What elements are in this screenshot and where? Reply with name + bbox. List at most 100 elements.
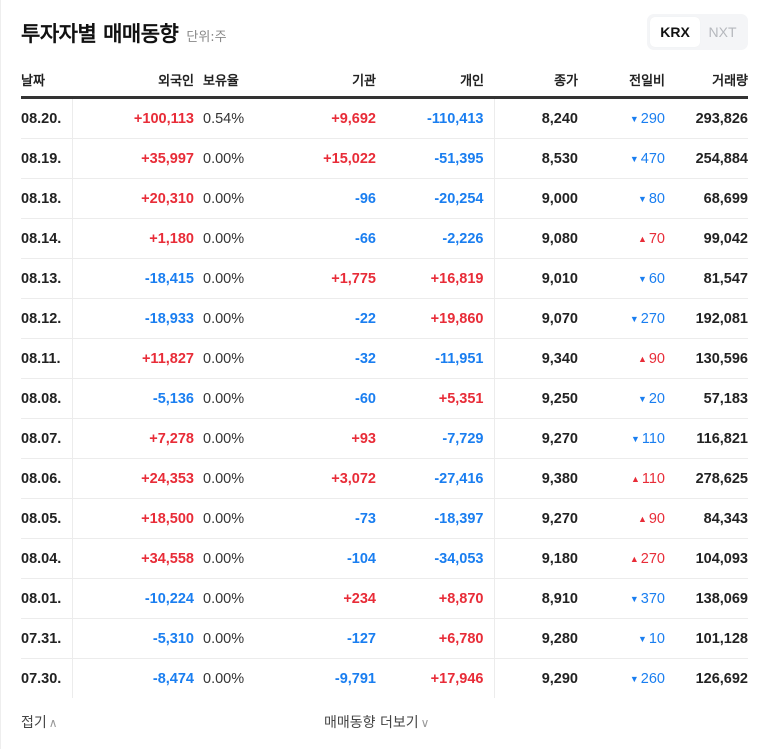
table-row: 08.04. +34,558 0.00% -104 -34,053 9,180 ▲ 270 10… — [21, 538, 748, 579]
table-footer: 접기 ∧ 매매동향 더보기 ∨ — [21, 710, 748, 734]
nxt-tab[interactable]: NXT — [708, 24, 737, 40]
up-triangle-icon: ▲ — [629, 553, 639, 564]
table-row: 08.06. +24,353 0.00% +3,072 -27,416 9,380 ▲ 110… — [21, 458, 748, 499]
change-value: 60 — [648, 270, 665, 287]
individual-cell: -11,951 — [376, 338, 495, 379]
individual-cell: -110,413 — [376, 97, 495, 139]
change-value: 260 — [640, 670, 665, 687]
change-value: 270 — [640, 310, 665, 327]
table-row: 08.11. +11,827 0.00% -32 -11,951 9,340 ▲ 90 130,… — [21, 338, 748, 379]
volume-cell: 254,884 — [665, 138, 748, 179]
down-triangle-icon: ▼ — [630, 433, 640, 444]
fold-button[interactable]: 접기 ∧ — [21, 712, 58, 732]
down-triangle-icon: ▼ — [629, 673, 639, 684]
holding-ratio-cell: 0.00% — [194, 218, 254, 259]
individual-cell: +17,946 — [376, 658, 495, 698]
institution-cell: -104 — [254, 538, 376, 579]
change-cell: ▼ 290 — [578, 97, 665, 139]
date-cell: 08.08. — [21, 378, 73, 419]
unit-label: 단위:주 — [186, 30, 227, 45]
down-triangle-icon: ▼ — [637, 273, 647, 284]
volume-cell: 84,343 — [665, 498, 748, 539]
change-cell: ▲ 110 — [578, 458, 665, 499]
date-cell: 08.01. — [21, 578, 73, 619]
date-cell: 07.30. — [21, 658, 73, 698]
holding-ratio-cell: 0.00% — [194, 578, 254, 619]
down-triangle-icon: ▼ — [637, 633, 647, 644]
institution-cell: +1,775 — [254, 258, 376, 299]
institution-cell: -73 — [254, 498, 376, 539]
change-value: 270 — [640, 550, 665, 567]
individual-cell: -27,416 — [376, 458, 495, 499]
date-cell: 08.06. — [21, 458, 73, 499]
change-cell: ▼ 370 — [578, 578, 665, 619]
holding-ratio-cell: 0.54% — [194, 97, 254, 139]
institution-cell: +15,022 — [254, 138, 376, 179]
change-cell: ▲ 90 — [578, 338, 665, 379]
institution-cell: +93 — [254, 418, 376, 459]
change-value: 110 — [641, 430, 665, 447]
change-cell: ▼ 20 — [578, 378, 665, 419]
close-price-cell: 9,000 — [494, 178, 578, 219]
close-price-cell: 8,530 — [494, 138, 578, 179]
change-cell: ▲ 90 — [578, 498, 665, 539]
volume-cell: 138,069 — [665, 578, 748, 619]
change-value: 290 — [640, 110, 665, 127]
page-title: 투자자별 매매동향 — [21, 22, 179, 46]
change-cell: ▼ 80 — [578, 178, 665, 219]
holding-ratio-cell: 0.00% — [194, 538, 254, 579]
col-change: 전일비 — [578, 62, 665, 99]
table-row: 08.20. +100,113 0.54% +9,692 -110,413 8,240 ▼ 2… — [21, 97, 748, 139]
volume-cell: 278,625 — [665, 458, 748, 499]
change-cell: ▼ 110 — [578, 418, 665, 459]
chevron-up-icon: ∧ — [48, 716, 58, 730]
table-row: 08.08. -5,136 0.00% -60 +5,351 9,250 ▼ 20 57,183 — [21, 378, 748, 419]
col-date: 날짜 — [21, 62, 72, 99]
change-cell: ▼ 260 — [578, 659, 665, 699]
col-holding-ratio: 보유율 — [194, 62, 254, 99]
change-value: 90 — [648, 510, 665, 527]
foreign-cell: +18,500 — [72, 498, 194, 539]
foreign-cell: +100,113 — [72, 97, 194, 139]
date-cell: 08.04. — [21, 538, 73, 579]
institution-cell: -96 — [254, 178, 376, 219]
down-triangle-icon: ▼ — [629, 153, 639, 164]
table-row: 08.12. -18,933 0.00% -22 +19,860 9,070 ▼ 270 192… — [21, 298, 748, 339]
foreign-cell: -8,474 — [152, 670, 194, 687]
change-value: 370 — [640, 590, 665, 607]
foreign-cell: -18,933 — [72, 298, 194, 339]
close-price-cell: 9,010 — [494, 258, 578, 299]
close-price-cell: 9,250 — [494, 378, 578, 419]
institution-cell: +3,072 — [254, 458, 376, 499]
more-trading-button[interactable]: 매매동향 더보기 ∨ — [324, 712, 429, 732]
date-cell: 08.18. — [21, 178, 73, 219]
close-price-cell: 9,070 — [494, 298, 578, 339]
institution-cell: -22 — [254, 298, 376, 339]
individual-cell: -20,254 — [376, 178, 495, 219]
institution-cell: -9,791 — [334, 670, 376, 687]
volume-cell: 101,128 — [665, 618, 748, 659]
volume-cell: 104,093 — [665, 538, 748, 579]
foreign-cell: +24,353 — [72, 458, 194, 499]
table-row: 08.13. -18,415 0.00% +1,775 +16,819 9,010 ▼ 60 8… — [21, 258, 748, 299]
date-cell: 08.14. — [21, 218, 73, 259]
krx-tab[interactable]: KRX — [650, 17, 700, 47]
foreign-cell: +7,278 — [72, 418, 194, 459]
change-value: 80 — [648, 190, 665, 207]
holding-ratio-cell: 0.00% — [194, 138, 254, 179]
date-cell: 08.13. — [21, 258, 73, 299]
change-value: 90 — [648, 350, 665, 367]
close-price-cell: 8,910 — [494, 578, 578, 619]
date-cell: 08.11. — [21, 338, 73, 379]
col-close: 종가 — [494, 62, 578, 99]
change-cell: ▼ 470 — [578, 138, 665, 179]
table-row: 07.30. -8,474 0.00% -9,791 +17,946 9,290 ▼ 260 1… — [21, 658, 748, 699]
individual-cell: -2,226 — [376, 218, 495, 259]
date-cell: 07.31. — [21, 618, 73, 659]
institution-cell: -66 — [254, 218, 376, 259]
col-foreign: 외국인 — [72, 62, 194, 99]
volume-cell: 293,826 — [665, 97, 748, 139]
date-cell: 08.19. — [21, 138, 73, 179]
foreign-cell: +11,827 — [72, 338, 194, 379]
individual-cell: -34,053 — [376, 538, 495, 579]
